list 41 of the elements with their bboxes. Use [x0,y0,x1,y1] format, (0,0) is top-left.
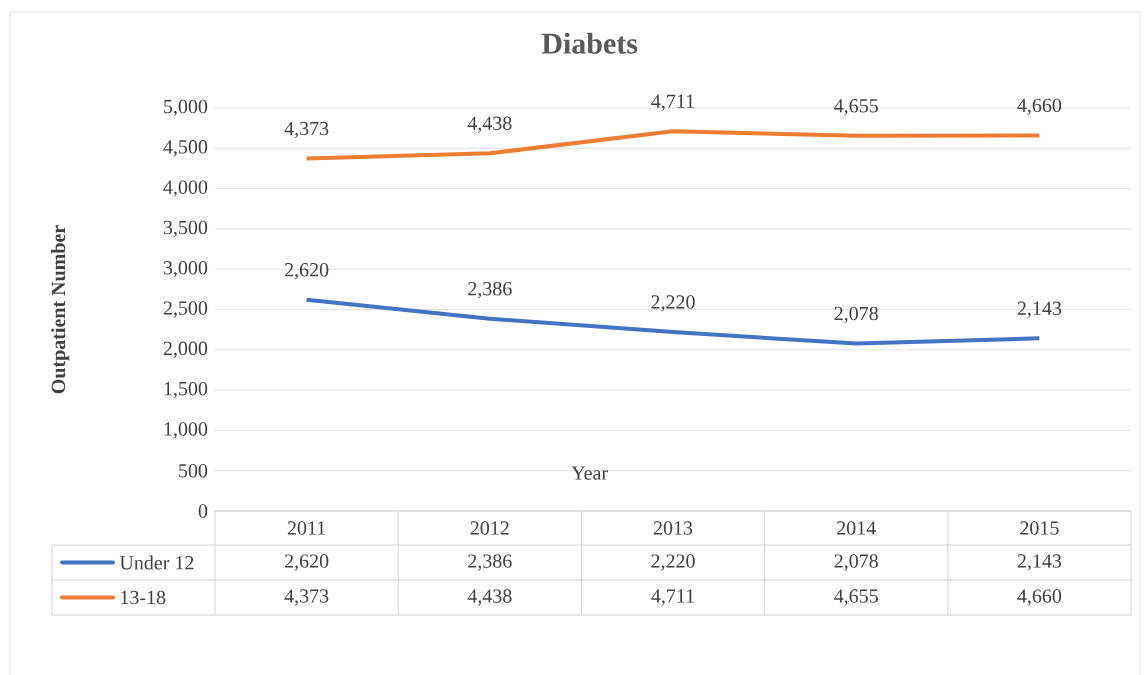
y-axis-title: Outpatient Number [51,225,70,394]
data-label: 4,438 [467,589,512,606]
x-axis-title: Year [571,466,608,480]
y-tick-label: 500 [179,463,208,478]
x-tick-label: 2014 [837,521,876,535]
text: 2,220 [651,295,695,312]
x-tick-label: 2015 [1020,521,1059,535]
text: 2,078 [834,306,878,324]
legend-label: Under 12 [119,555,194,570]
data-label: 2,143 [1017,554,1062,571]
y-tick-label: 3,500 [163,220,208,238]
chart-title: Diabets [541,32,638,54]
y-tick-label: 5,000 [164,99,208,117]
text: 4,655 [834,99,878,116]
data-label: 2,386 [468,554,512,571]
text: 2,620 [284,263,329,280]
data-label: 4,373 [284,589,329,606]
x-tick-label: 2013 [653,521,693,535]
data-label: 2,620 [284,554,329,571]
y-tick-label: 4,000 [163,180,208,197]
x-tick-label: 2012 [470,521,509,535]
y-tick-label: 4,500 [163,140,208,157]
text: 2,386 [468,281,512,299]
y-tick-label: 0 [198,504,208,518]
y-tick-label: 2,000 [163,341,208,358]
y-tick-label: 3,000 [163,261,208,278]
text: 4,373 [284,121,329,139]
y-tick-label: 2,500 [163,301,208,318]
text: 4,660 [1017,98,1062,116]
data-label: 4,655 [834,589,878,606]
text: 4,438 [467,116,512,133]
x-tick-label: 2011 [287,521,326,535]
y-tick-label: 1,000 [164,422,208,439]
data-label: 4,711 [651,589,694,606]
text: 4,711 [651,94,694,111]
data-label: 4,660 [1017,589,1062,606]
text: 2,143 [1017,301,1062,318]
data-label: 2,220 [651,554,695,571]
y-tick-label: 1,500 [164,381,208,399]
legend-label: 13-18 [121,590,166,605]
data-label: 2,078 [834,554,878,571]
